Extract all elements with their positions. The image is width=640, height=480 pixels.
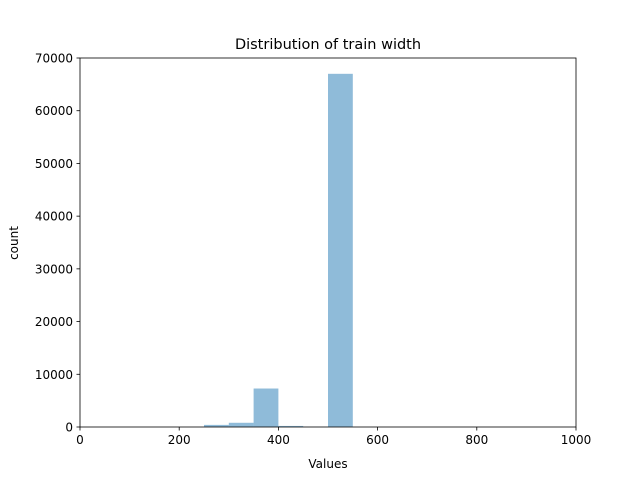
histogram-bar — [328, 73, 353, 428]
x-axis-label: Values — [308, 457, 347, 471]
chart-title: Distribution of train width — [235, 37, 421, 53]
bars-group — [204, 73, 353, 428]
y-axis-ticks: 0 10000 20000 30000 40000 50000 60000 70000 — [35, 52, 80, 435]
y-tick-label: 0 — [65, 421, 73, 435]
y-axis-label: count — [7, 226, 21, 260]
y-tick-label: 60000 — [35, 104, 73, 118]
x-tick-label: 800 — [465, 433, 488, 447]
histogram-bar — [253, 388, 279, 427]
x-tick-label: 600 — [366, 433, 389, 447]
plot-frame — [79, 57, 577, 428]
histogram-bar — [278, 425, 304, 427]
x-axis-ticks: 0 200 400 600 800 1000 — [76, 427, 591, 447]
x-tick-label: 400 — [267, 433, 290, 447]
x-tick-label: 200 — [168, 433, 191, 447]
y-tick-label: 10000 — [35, 368, 73, 382]
histogram-bar — [204, 424, 229, 427]
x-tick-label: 0 — [76, 433, 84, 447]
x-tick-label: 1000 — [561, 433, 592, 447]
y-tick-label: 40000 — [35, 210, 73, 224]
y-tick-label: 20000 — [35, 315, 73, 329]
histogram-bar — [228, 422, 254, 427]
y-tick-label: 50000 — [35, 157, 73, 171]
y-tick-label: 30000 — [35, 262, 73, 276]
y-tick-label: 70000 — [35, 52, 73, 66]
